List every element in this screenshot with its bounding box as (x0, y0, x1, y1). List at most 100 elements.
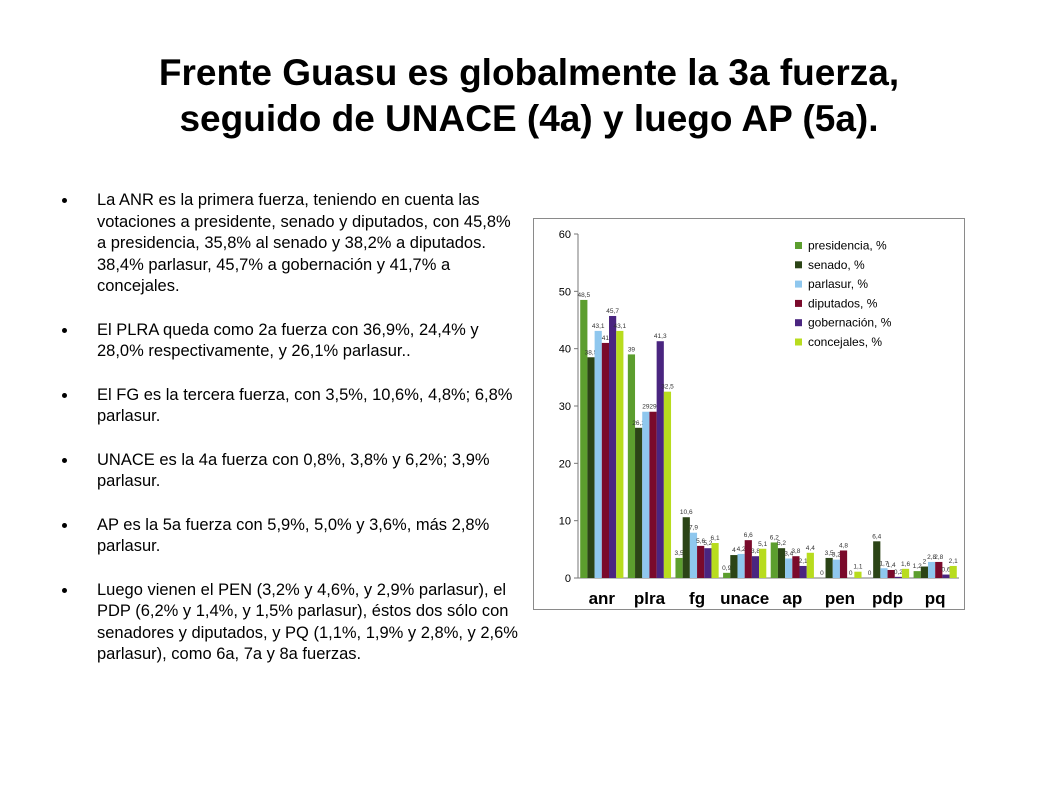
bar (601, 342, 610, 578)
x-category-label: plra (634, 589, 666, 608)
data-label: 1,6 (901, 561, 910, 568)
bullet-item: El FG es la tercera fuerza, con 3,5%, 10… (62, 385, 522, 428)
bar (770, 542, 778, 578)
y-tick-label: 50 (559, 286, 571, 298)
bar (806, 552, 814, 578)
data-label: 1,7 (879, 560, 888, 567)
bullet-item: AP es la 5a fuerza con 5,9%, 5,0% y 3,6%… (62, 515, 522, 558)
data-label: 4,4 (806, 545, 815, 552)
data-label: 2,8 (927, 554, 936, 561)
x-category-label: pen (825, 589, 855, 608)
data-label: 0 (868, 570, 872, 577)
bullet-text: El FG es la tercera fuerza, con 3,5%, 10… (97, 385, 513, 426)
bullet-item: UNACE es la 4a fuerza con 0,8%, 3,8% y 6… (62, 450, 522, 493)
bar (792, 556, 800, 578)
bar (785, 558, 793, 578)
y-tick-label: 60 (559, 229, 571, 241)
data-label: 43,1 (592, 323, 605, 330)
legend-label: parlasur, % (808, 277, 868, 291)
data-label: 48,5 (577, 292, 590, 299)
bar (799, 565, 807, 578)
y-tick-label: 30 (559, 401, 571, 413)
bullet-dot-icon (62, 392, 67, 398)
data-label: 5,2 (777, 540, 786, 547)
slide-title: Frente Guasu es globalmente la 3a fuerza… (40, 50, 1018, 142)
data-label: 2 (923, 559, 927, 566)
bullet-item: Luego vienen el PEN (3,2% y 4,6%, y 2,9%… (62, 580, 522, 666)
data-label: 41,3 (654, 333, 667, 340)
bar (704, 548, 712, 578)
data-label: 45,7 (606, 308, 619, 315)
data-label: 2,8 (934, 554, 943, 561)
data-label: 3,2 (832, 552, 841, 559)
bar (663, 391, 672, 578)
bullet-list: La ANR es la primera fuerza, teniendo en… (62, 190, 522, 688)
bullet-text: UNACE es la 4a fuerza con 0,8%, 3,8% y 6… (97, 450, 490, 491)
data-label: 0,9 (722, 565, 731, 572)
bar (609, 315, 617, 578)
legend-swatch (795, 242, 802, 249)
x-category-label: ap (782, 589, 802, 608)
x-category-label: anr (589, 589, 616, 608)
bar (711, 543, 719, 578)
data-label: 0 (849, 570, 853, 577)
data-label: 1,1 (853, 564, 862, 571)
bar (832, 559, 840, 578)
bar (675, 557, 683, 578)
data-label: 0 (820, 570, 824, 577)
slide-title-line-1: Frente Guasu es globalmente la 3a fuerza… (158, 52, 900, 93)
data-label: 5,2 (703, 540, 712, 547)
bullet-item: El PLRA queda como 2a fuerza con 36,9%, … (62, 320, 522, 363)
y-tick-label: 20 (559, 458, 571, 470)
legend-swatch (795, 319, 802, 327)
legend-swatch (795, 338, 802, 346)
bar (759, 548, 767, 578)
data-label: 3,5 (675, 550, 684, 557)
bar (697, 545, 705, 578)
data-label: 6,6 (744, 532, 753, 539)
bar (649, 411, 657, 578)
bar (635, 427, 643, 578)
x-category-label: pq (925, 589, 946, 608)
bullet-dot-icon (62, 587, 67, 593)
data-label: 43,1 (613, 323, 626, 330)
data-label: 7,9 (689, 525, 698, 532)
data-label: 4 (732, 547, 736, 554)
bar (901, 568, 910, 578)
data-label: 26,2 (632, 420, 645, 427)
bar (642, 411, 650, 578)
bar (839, 550, 848, 578)
data-label: 3,8 (791, 548, 800, 555)
bar (942, 574, 950, 578)
data-label: 6,4 (872, 533, 881, 540)
bullet-text: El PLRA queda como 2a fuerza con 36,9%, … (97, 320, 479, 361)
bar (887, 569, 895, 578)
data-label: 1,4 (887, 562, 896, 569)
bar (730, 555, 738, 578)
bar (825, 557, 833, 578)
data-label: 4,8 (839, 542, 848, 549)
data-label: 6,1 (711, 535, 720, 542)
bar (682, 517, 690, 578)
data-label: 1,2 (913, 563, 922, 570)
bar (920, 566, 928, 578)
y-tick-label: 10 (559, 516, 571, 528)
legend-label: diputados, % (808, 296, 878, 310)
legend-swatch (795, 280, 802, 288)
bar (913, 571, 921, 578)
bar (689, 532, 698, 578)
data-label: 32,5 (661, 384, 674, 391)
bar (873, 541, 881, 578)
bar (927, 561, 936, 578)
legend-label: gobernación, % (808, 316, 892, 330)
legend-label: presidencia, % (808, 239, 887, 253)
legend-label: senado, % (808, 258, 865, 272)
legend-label: concejales, % (808, 335, 882, 349)
bar (894, 576, 902, 578)
bar (854, 571, 862, 578)
x-category-label: pdp (872, 589, 903, 608)
bullet-item: La ANR es la primera fuerza, teniendo en… (62, 190, 522, 298)
bullet-text: La ANR es la primera fuerza, teniendo en… (97, 191, 511, 295)
bullet-dot-icon (62, 457, 67, 463)
bar (594, 330, 602, 578)
